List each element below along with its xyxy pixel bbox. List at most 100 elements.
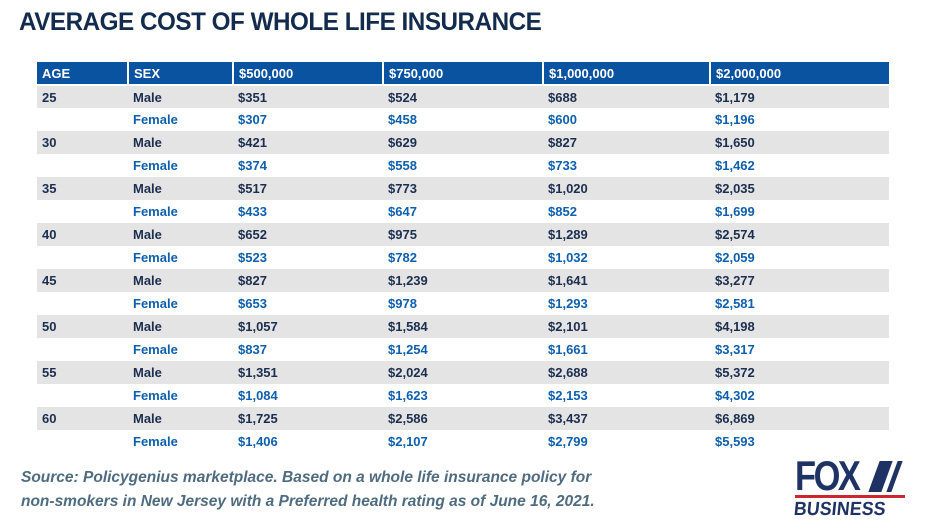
table-cell: $1,584 bbox=[383, 315, 543, 338]
fox-logo-text: FOX bbox=[795, 452, 861, 499]
column-header: SEX bbox=[128, 62, 234, 86]
table-cell: Male bbox=[128, 269, 233, 292]
table-cell: Male bbox=[128, 361, 233, 384]
table-cell: $4,198 bbox=[710, 315, 889, 338]
table-cell: Male bbox=[128, 177, 233, 200]
table-cell: $827 bbox=[543, 131, 710, 154]
table-cell: $307 bbox=[233, 108, 383, 131]
table-cell: $374 bbox=[233, 154, 383, 177]
table-cell: $1,406 bbox=[233, 430, 383, 453]
table-cell: $1,057 bbox=[233, 315, 383, 338]
table-cell: Female bbox=[128, 292, 233, 315]
table-cell: Female bbox=[128, 384, 233, 407]
table-cell: $653 bbox=[233, 292, 383, 315]
table-cell: $2,107 bbox=[383, 430, 543, 453]
table-cell: $600 bbox=[543, 108, 710, 131]
table-cell bbox=[37, 384, 128, 407]
table-cell: Male bbox=[128, 407, 233, 430]
table-cell: $1,725 bbox=[233, 407, 383, 430]
table-row: 45 Male $827 $1,239 $1,641 $3,277 bbox=[37, 269, 889, 292]
table-row: 60 Male $1,725 $2,586 $3,437 $6,869 bbox=[37, 407, 889, 430]
table-cell: $351 bbox=[233, 85, 383, 108]
table-row: Female $1,084 $1,623 $2,153 $4,302 bbox=[37, 384, 889, 407]
table-cell bbox=[37, 154, 128, 177]
table-cell: $2,799 bbox=[543, 430, 710, 453]
column-header: $500,000 bbox=[233, 62, 384, 86]
table-cell: $1,032 bbox=[543, 246, 710, 269]
table-cell: $2,153 bbox=[543, 384, 710, 407]
table-cell: $2,586 bbox=[383, 407, 543, 430]
table-cell: $647 bbox=[383, 200, 543, 223]
table-row: 50 Male $1,057 $1,584 $2,101 $4,198 bbox=[37, 315, 889, 338]
table-cell: $1,650 bbox=[710, 131, 889, 154]
table-cell: 30 bbox=[37, 131, 128, 154]
table-row: Female $653 $978 $1,293 $2,581 bbox=[37, 292, 889, 315]
table-cell: Female bbox=[128, 108, 233, 131]
table-cell: $733 bbox=[543, 154, 710, 177]
table-cell: $1,254 bbox=[383, 338, 543, 361]
table-cell: $1,289 bbox=[543, 223, 710, 246]
table-cell: 45 bbox=[37, 269, 128, 292]
table-cell: $773 bbox=[383, 177, 543, 200]
table-cell: $1,020 bbox=[543, 177, 710, 200]
table-row: 30 Male $421 $629 $827 $1,650 bbox=[37, 131, 889, 154]
table-cell: $2,688 bbox=[543, 361, 710, 384]
table-cell: $1,351 bbox=[233, 361, 383, 384]
table-cell: $852 bbox=[543, 200, 710, 223]
table-body: 25 Male $351 $524 $688 $1,179 Female $307 $458 $6… bbox=[37, 85, 889, 453]
column-header: $750,000 bbox=[383, 62, 544, 86]
table-header-row: AGE SEX $500,000 $750,000 $1,000,000 $2,000,0… bbox=[37, 62, 889, 86]
table-cell: 50 bbox=[37, 315, 128, 338]
fox-business-logo: FOX BUSINESS bbox=[792, 452, 905, 521]
table-row: 35 Male $517 $773 $1,020 $2,035 bbox=[37, 177, 889, 200]
table-cell: $3,437 bbox=[543, 407, 710, 430]
table-row: Female $374 $558 $733 $1,462 bbox=[37, 154, 889, 177]
table-cell bbox=[37, 292, 128, 315]
table-cell: $558 bbox=[383, 154, 543, 177]
table-cell: $2,581 bbox=[710, 292, 889, 315]
business-logo-text: BUSINESS bbox=[792, 499, 887, 520]
table-cell: $433 bbox=[233, 200, 383, 223]
table-cell: $1,641 bbox=[543, 269, 710, 292]
table-cell: $458 bbox=[383, 108, 543, 131]
table-cell: $2,035 bbox=[710, 177, 889, 200]
table-cell: 35 bbox=[37, 177, 128, 200]
source-note-line2: non-smokers in New Jersey with a Preferr… bbox=[21, 493, 595, 511]
table-cell: $5,593 bbox=[710, 430, 889, 453]
table-cell: $1,623 bbox=[383, 384, 543, 407]
table-row: Female $307 $458 $600 $1,196 bbox=[37, 108, 889, 131]
table-cell: $2,059 bbox=[710, 246, 889, 269]
column-header: AGE bbox=[37, 62, 129, 86]
logo-red-divider bbox=[795, 495, 905, 498]
table-cell: $2,024 bbox=[383, 361, 543, 384]
table-cell: $975 bbox=[383, 223, 543, 246]
table-cell: $4,302 bbox=[710, 384, 889, 407]
table-cell: $1,462 bbox=[710, 154, 889, 177]
table-cell: $3,317 bbox=[710, 338, 889, 361]
table-cell: $5,372 bbox=[710, 361, 889, 384]
table-cell: $2,101 bbox=[543, 315, 710, 338]
table-cell: $1,179 bbox=[710, 85, 889, 108]
table-row: Female $523 $782 $1,032 $2,059 bbox=[37, 246, 889, 269]
table-row: 40 Male $652 $975 $1,289 $2,574 bbox=[37, 223, 889, 246]
table-cell: Male bbox=[128, 223, 233, 246]
table-row: Female $837 $1,254 $1,661 $3,317 bbox=[37, 338, 889, 361]
table-cell: 25 bbox=[37, 85, 128, 108]
table-cell: $6,869 bbox=[710, 407, 889, 430]
table-cell: $978 bbox=[383, 292, 543, 315]
table-cell: $688 bbox=[543, 85, 710, 108]
table-cell: $1,084 bbox=[233, 384, 383, 407]
table-cell: Female bbox=[128, 246, 233, 269]
table-row: 25 Male $351 $524 $688 $1,179 bbox=[37, 85, 889, 108]
table-cell: 55 bbox=[37, 361, 128, 384]
fox-logo-wordmark: FOX bbox=[795, 452, 905, 499]
table-cell: $3,277 bbox=[710, 269, 889, 292]
table-cell: Male bbox=[128, 315, 233, 338]
page-title: AVERAGE COST OF WHOLE LIFE INSURANCE bbox=[19, 8, 542, 36]
table-cell: $782 bbox=[383, 246, 543, 269]
table-row: Female $1,406 $2,107 $2,799 $5,593 bbox=[37, 430, 889, 453]
table-cell: $1,661 bbox=[543, 338, 710, 361]
table-cell bbox=[37, 246, 128, 269]
table-cell: $2,574 bbox=[710, 223, 889, 246]
table-cell bbox=[37, 108, 128, 131]
